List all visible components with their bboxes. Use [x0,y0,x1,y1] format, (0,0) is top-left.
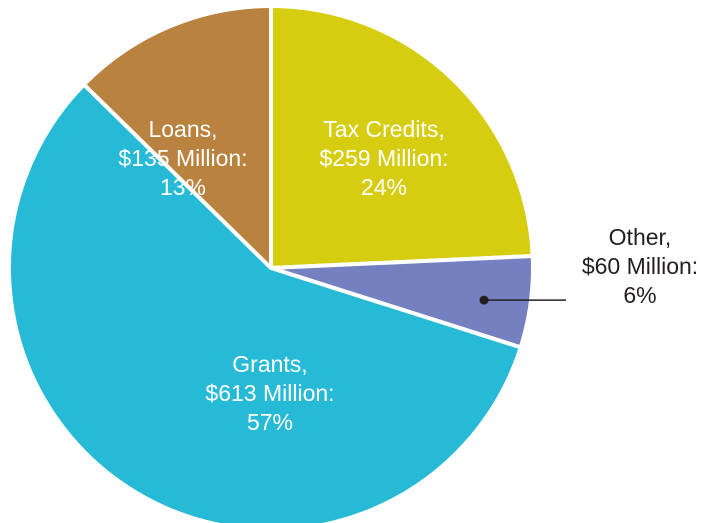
slice-label-line: Loans, [148,116,217,142]
slice-label-line: $613 Million: [205,380,334,406]
pie-slice-grants [7,82,523,523]
slice-label-grants: Grants, $613 Million: 57% [205,351,334,435]
slice-label-tax-credits: Tax Credits, $259 Million: 24% [319,116,448,200]
slice-label-line: Grants, [232,351,307,377]
slice-label-line: $60 Million: [582,253,698,279]
pie-slices [7,4,535,523]
slice-label-line: 57% [247,409,293,435]
slice-label-line: 24% [361,174,407,200]
slice-label-line: $259 Million: [319,145,448,171]
pie-slice-loans [81,4,273,270]
slice-label-other: Other, $60 Million: 6% [582,224,698,308]
slice-label-line: 6% [623,282,656,308]
slice-label-loans: Loans, $135 Million: 13% [118,116,247,200]
slice-label-line: 13% [160,174,206,200]
slice-label-line: $135 Million: [118,145,247,171]
leader-lines [479,295,566,305]
pie-slice-tax-credits [269,4,535,270]
slice-labels: Tax Credits, $259 Million: 24% Other, $60 Mi… [118,116,698,435]
slice-label-line: Other, [609,224,672,250]
slice-label-line: Tax Credits, [323,116,444,142]
